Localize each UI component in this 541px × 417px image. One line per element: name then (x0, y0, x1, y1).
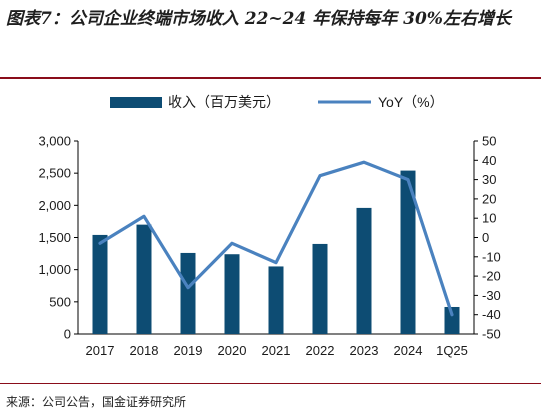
right-tick-label: 50 (482, 134, 496, 149)
x-tick-label: 2022 (306, 343, 335, 358)
left-tick-label: 3,000 (38, 134, 71, 149)
x-tick-label: 2019 (174, 343, 203, 358)
source-note: 来源：公司公告，国金证券研究所 (6, 395, 187, 409)
right-tick-label: 40 (482, 153, 496, 168)
right-tick-label: -40 (482, 307, 501, 322)
bar (268, 266, 284, 334)
left-tick-label: 0 (64, 327, 71, 342)
right-tick-label: 0 (482, 230, 489, 245)
legend-label-bar: 收入（百万美元） (168, 94, 280, 110)
left-tick-label: 1,000 (38, 262, 71, 277)
chart-title: 图表7：公司企业终端市场收入 22~24 年保持每年 30%左右增长 (6, 9, 511, 29)
x-tick-label: 2021 (262, 343, 291, 358)
bar (224, 254, 240, 334)
right-tick-label: 30 (482, 172, 496, 187)
bar (312, 243, 328, 334)
left-tick-label: 1,500 (38, 230, 71, 245)
bar (180, 252, 196, 334)
left-tick-label: 2,000 (38, 198, 71, 213)
right-tick-label: -20 (482, 269, 501, 284)
right-tick-label: -10 (482, 249, 501, 264)
left-tick-label: 500 (49, 294, 71, 309)
source-rule (0, 383, 541, 384)
x-tick-label: 2018 (130, 343, 159, 358)
yoy-line (98, 160, 454, 317)
x-tick-label: 1Q25 (436, 343, 468, 358)
bar (356, 207, 372, 334)
right-tick-label: -50 (482, 327, 501, 342)
x-tick-label: 2024 (394, 343, 423, 358)
bar (136, 224, 152, 334)
bar (92, 234, 108, 334)
x-tick-label: 2017 (86, 343, 115, 358)
bar (444, 306, 460, 334)
left-tick-label: 2,500 (38, 166, 71, 181)
right-tick-label: 20 (482, 191, 496, 206)
bar (400, 170, 416, 334)
right-tick-label: 10 (482, 211, 496, 226)
title-rule (0, 77, 541, 79)
right-tick-label: -30 (482, 288, 501, 303)
legend-label-line: YoY（%） (378, 94, 444, 110)
x-tick-label: 2023 (350, 343, 379, 358)
legend-swatch-bar (110, 97, 162, 108)
x-tick-label: 2020 (218, 343, 247, 358)
